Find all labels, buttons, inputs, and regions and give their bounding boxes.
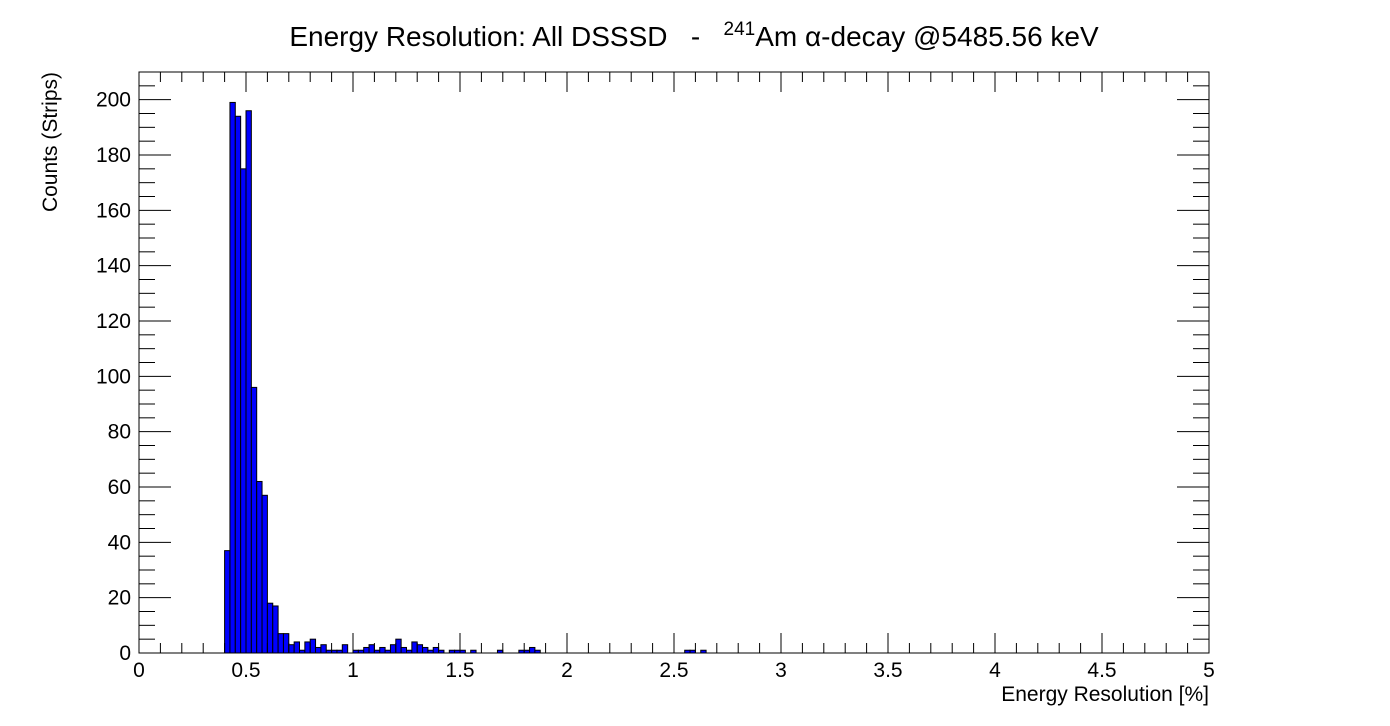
histogram-bar bbox=[304, 641, 311, 654]
x-tick-label: 5 bbox=[1203, 659, 1215, 682]
x-tick-label: 2 bbox=[561, 659, 573, 682]
histogram-bar bbox=[368, 644, 375, 654]
x-tick-label: 0 bbox=[133, 659, 145, 682]
y-tick-label: 160 bbox=[96, 199, 131, 222]
histogram-bar bbox=[422, 646, 429, 654]
x-tick-label: 4.5 bbox=[1087, 659, 1116, 682]
y-tick-label: 60 bbox=[108, 476, 131, 499]
histogram-bar bbox=[293, 641, 300, 654]
y-tick-label: 120 bbox=[96, 310, 131, 333]
x-axis-ticks: 0 0.5 1 1.5 2 2.5 3 3.5 4 4.5 5 bbox=[133, 72, 1215, 682]
histogram-bar bbox=[288, 644, 295, 654]
histogram-bar bbox=[272, 605, 279, 654]
chart-title-isotope-mass: 241 bbox=[724, 19, 756, 40]
histogram-bar bbox=[234, 115, 242, 654]
histogram-bar bbox=[250, 386, 258, 654]
x-axis-label: Energy Resolution [%] bbox=[1001, 683, 1209, 706]
histogram-bar bbox=[309, 638, 317, 654]
histogram-bar bbox=[416, 644, 424, 654]
y-axis-ticks: 0 20 40 60 80 100 120 140 160 180 200 bbox=[96, 71, 1209, 665]
histogram-bar bbox=[529, 646, 536, 654]
histogram-bar bbox=[395, 638, 402, 654]
histogram-bar bbox=[363, 646, 370, 654]
x-tick-label: 4 bbox=[989, 659, 1001, 682]
x-tick-label: 3 bbox=[775, 659, 787, 682]
chart-title-suffix: Am α-decay @5485.56 keV bbox=[755, 21, 1099, 52]
y-tick-label: 20 bbox=[108, 587, 131, 610]
histogram-bar bbox=[411, 641, 418, 654]
y-tick-label: 80 bbox=[108, 421, 131, 444]
histogram-bar bbox=[240, 168, 247, 654]
y-tick-label: 100 bbox=[96, 365, 131, 388]
histogram-bar bbox=[432, 646, 440, 654]
histogram-bar bbox=[379, 646, 386, 654]
y-tick-label: 140 bbox=[96, 255, 131, 278]
x-tick-label: 1 bbox=[347, 659, 359, 682]
histogram-bar bbox=[400, 646, 407, 654]
histogram-bar bbox=[320, 644, 327, 654]
histogram-bars bbox=[224, 101, 707, 654]
histogram-bar bbox=[261, 494, 268, 654]
histogram-bar bbox=[229, 101, 236, 654]
histogram-bar bbox=[245, 110, 252, 654]
y-tick-label: 0 bbox=[119, 642, 131, 665]
y-axis-label: Counts (Strips) bbox=[39, 72, 62, 212]
x-tick-label: 3.5 bbox=[873, 659, 902, 682]
chart-title-text: Energy Resolution: All DSSSD - 241Am α-d… bbox=[289, 19, 1099, 52]
histogram-bar bbox=[389, 644, 397, 654]
chart-title-prefix: Energy Resolution: All DSSSD - bbox=[289, 21, 723, 52]
histogram-bar bbox=[224, 550, 231, 654]
histogram-bar bbox=[315, 646, 322, 654]
histogram-bar bbox=[282, 633, 290, 654]
y-tick-label: 40 bbox=[108, 531, 131, 554]
x-tick-label: 0.5 bbox=[231, 659, 260, 682]
chart-title: Energy Resolution: All DSSSD - 241Am α-d… bbox=[289, 19, 1099, 52]
histogram-bar bbox=[277, 633, 284, 654]
y-tick-label: 200 bbox=[96, 89, 131, 112]
histogram-bar bbox=[266, 602, 274, 654]
histogram-bar bbox=[256, 480, 263, 654]
y-tick-label: 180 bbox=[96, 144, 131, 167]
histogram-bar bbox=[341, 644, 349, 654]
x-tick-label: 1.5 bbox=[445, 659, 474, 682]
x-tick-label: 2.5 bbox=[659, 659, 688, 682]
plot-frame bbox=[138, 71, 1210, 654]
